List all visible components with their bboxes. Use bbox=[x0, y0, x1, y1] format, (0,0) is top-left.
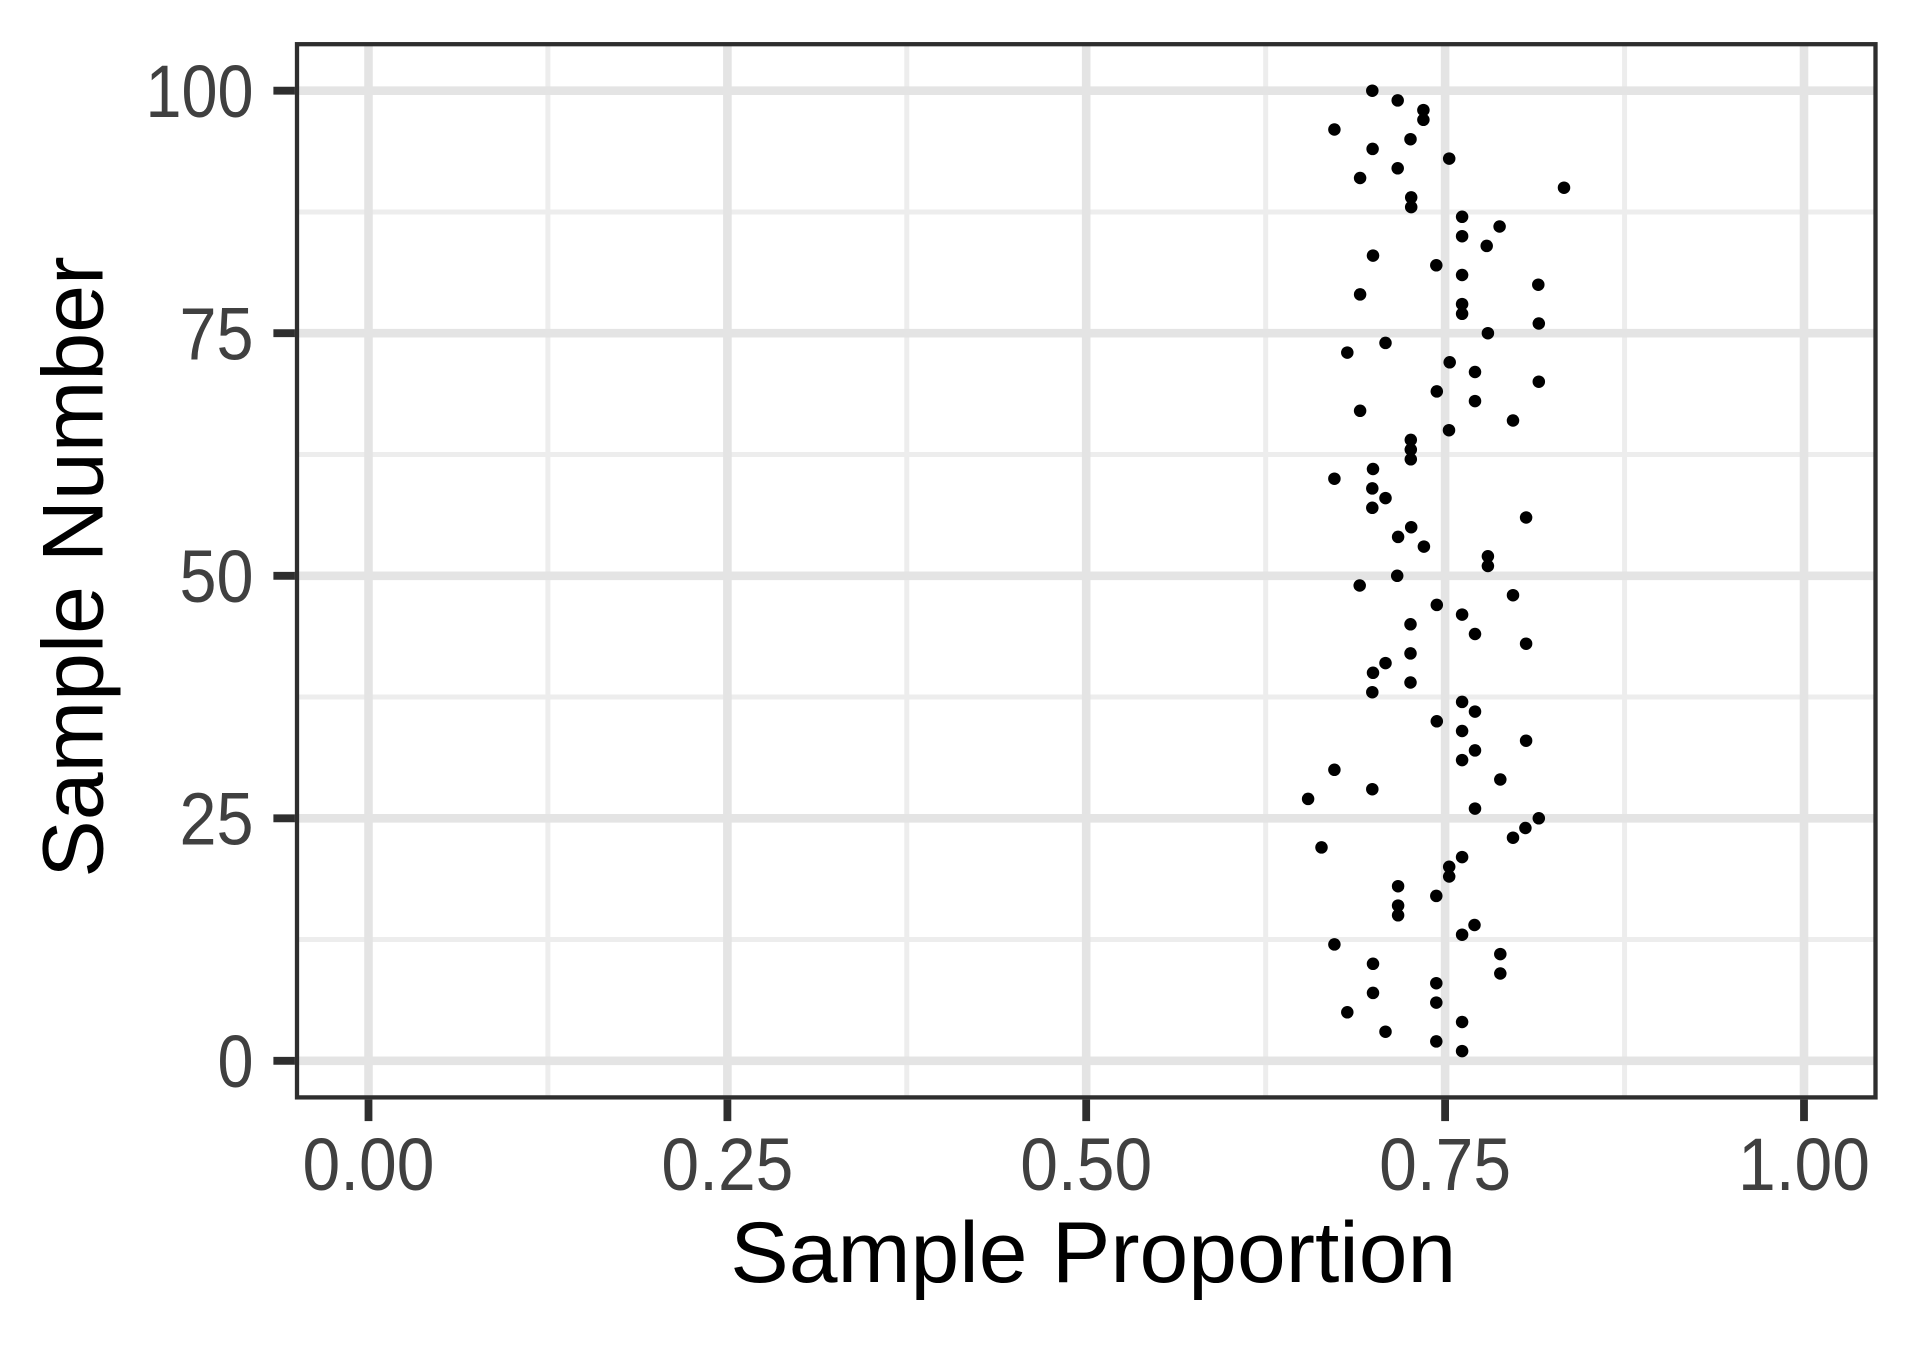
svg-text:75: 75 bbox=[180, 292, 254, 375]
svg-text:0.25: 0.25 bbox=[661, 1123, 793, 1206]
svg-text:0.50: 0.50 bbox=[1020, 1123, 1152, 1206]
svg-text:1.00: 1.00 bbox=[1738, 1123, 1870, 1206]
svg-text:0: 0 bbox=[218, 1020, 254, 1103]
svg-text:50: 50 bbox=[180, 535, 254, 618]
svg-text:0.75: 0.75 bbox=[1379, 1123, 1511, 1206]
svg-text:Sample Proportion: Sample Proportion bbox=[730, 1205, 1456, 1301]
svg-text:25: 25 bbox=[180, 777, 254, 860]
svg-text:100: 100 bbox=[146, 50, 254, 133]
svg-text:Sample Number: Sample Number bbox=[26, 256, 122, 877]
svg-text:0.00: 0.00 bbox=[303, 1123, 435, 1206]
